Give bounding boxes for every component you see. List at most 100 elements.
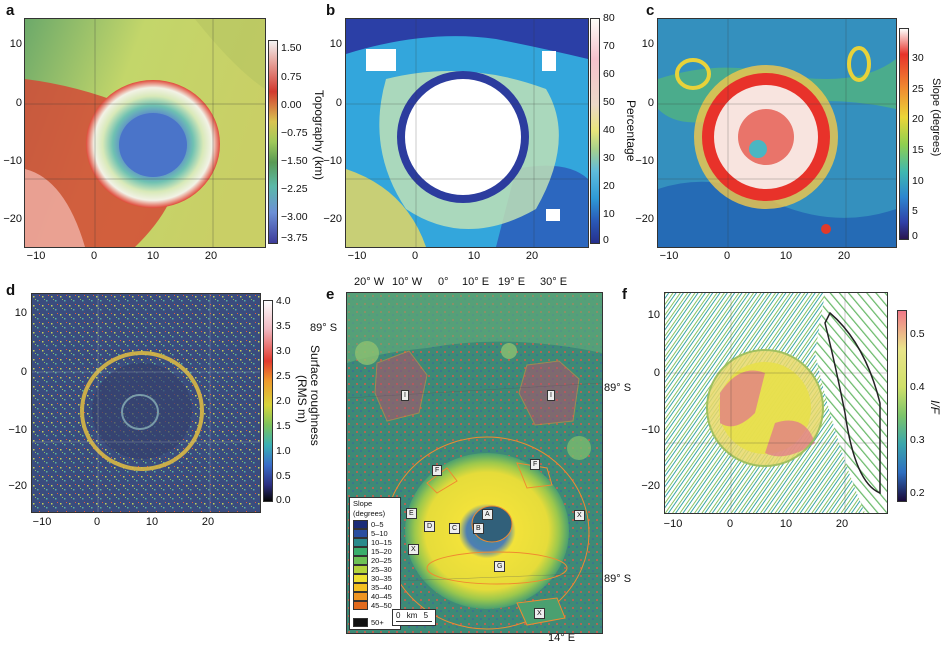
colorbar-tick: 10 <box>603 208 615 220</box>
x-tick: 20 <box>835 518 849 530</box>
region-label: D <box>424 521 436 532</box>
y-tick: −20 <box>641 480 660 492</box>
colorbar-tick: 0.4 <box>910 381 925 393</box>
legend-label: 10–15 <box>371 538 392 547</box>
longitude-label: 14° E <box>548 632 576 644</box>
legend-swatch <box>353 601 368 610</box>
colorbar-tick: 30 <box>603 152 615 164</box>
colorbar-title: Slope (degrees) <box>930 78 942 157</box>
y-tick: −20 <box>323 213 342 225</box>
slope-legend: Slope (degrees) 0–5 5–10 10–15 15–20 20–… <box>349 497 401 630</box>
legend-label: 0–5 <box>371 520 384 529</box>
x-tick: −10 <box>347 250 367 262</box>
x-tick: 10 <box>779 250 793 262</box>
region-label: X <box>534 608 545 619</box>
x-tick: 20 <box>201 516 215 528</box>
slope-map <box>657 18 897 248</box>
legend-swatch <box>353 565 368 574</box>
legend-label: 40–45 <box>371 592 392 601</box>
legend-entry: 25–30 <box>353 565 397 574</box>
y-tick: −20 <box>3 213 22 225</box>
region-label: X <box>574 510 585 521</box>
legend-swatch <box>353 556 368 565</box>
colorbar-tick: 1.5 <box>276 420 291 432</box>
region-label: F <box>432 465 443 476</box>
region-label: X <box>408 544 419 555</box>
legend-label: 5–10 <box>371 529 388 538</box>
legend-swatch <box>353 583 368 592</box>
x-tick: 0 <box>93 516 101 528</box>
panel-letter-c: c <box>646 2 655 19</box>
colorbar-tick: 0.0 <box>276 494 291 506</box>
colorbar-tick: 0.2 <box>910 487 925 499</box>
y-tick: −20 <box>8 480 27 492</box>
region-label: I <box>401 390 409 401</box>
colorbar-tick: 0 <box>912 230 918 242</box>
colorbar-tick: 20 <box>912 113 924 125</box>
longitude-label: 19° E <box>498 276 526 288</box>
colorbar-title: Surface roughness <box>308 345 322 446</box>
y-tick: 0 <box>653 367 660 379</box>
scale-unit: km <box>406 611 418 620</box>
legend-entry: 0–5 <box>353 520 397 529</box>
legend-entry: 10–15 <box>353 538 397 547</box>
colorbar-tick: 10 <box>912 175 924 187</box>
y-tick: −10 <box>635 155 654 167</box>
x-tick: 20 <box>837 250 851 262</box>
colorbar-tick: −3.00 <box>281 211 308 223</box>
colorbar-tick: 0.3 <box>910 434 925 446</box>
legend-entry: 50+ <box>353 618 397 627</box>
percentage-map <box>345 18 589 248</box>
legend-entry: 5–10 <box>353 529 397 538</box>
legend-swatch <box>353 529 368 538</box>
panel-letter-e: e <box>326 286 335 303</box>
legend-label: 45–50 <box>371 601 392 610</box>
legend-swatch <box>353 618 368 627</box>
legend-label: 35–40 <box>371 583 392 592</box>
x-tick: 10 <box>146 250 160 262</box>
topography-colorbar <box>268 40 278 244</box>
scale-five: 5 <box>423 611 429 620</box>
reflectance-colorbar <box>897 310 907 502</box>
legend-swatch <box>353 547 368 556</box>
x-tick: 10 <box>467 250 481 262</box>
colorbar-tick: 25 <box>912 83 924 95</box>
x-tick: 20 <box>204 250 218 262</box>
region-label: I <box>547 390 555 401</box>
legend-swatch <box>353 592 368 601</box>
colorbar-tick: 80 <box>603 12 615 24</box>
x-tick: 0 <box>726 518 734 530</box>
x-tick: −10 <box>32 516 52 528</box>
y-tick: 0 <box>20 366 27 378</box>
y-tick: −10 <box>641 424 660 436</box>
x-tick: −10 <box>659 250 679 262</box>
y-tick: 0 <box>335 97 342 109</box>
legend-swatch <box>353 538 368 547</box>
colorbar-tick: −1.50 <box>281 155 308 167</box>
colorbar-tick: 1.0 <box>276 445 291 457</box>
colorbar-title: I/F <box>928 400 942 414</box>
longitude-label: 20° W <box>354 276 385 288</box>
colorbar-tick: 0.75 <box>281 71 302 83</box>
x-tick: −10 <box>26 250 46 262</box>
y-tick: 10 <box>647 309 660 321</box>
legend-title-unit: (degrees) <box>353 509 386 518</box>
legend-swatch <box>353 520 368 529</box>
colorbar-tick: 0.5 <box>276 470 291 482</box>
y-tick: −20 <box>635 213 654 225</box>
scale-line <box>396 621 432 624</box>
slope-colorbar <box>899 28 909 240</box>
x-tick: 0 <box>411 250 419 262</box>
legend-swatch <box>353 574 368 583</box>
x-tick: 20 <box>525 250 539 262</box>
colorbar-tick: 3.5 <box>276 320 291 332</box>
legend-entry: 35–40 <box>353 583 397 592</box>
percentage-colorbar <box>590 18 600 244</box>
longitude-label: 10° W <box>392 276 423 288</box>
colorbar-tick: 60 <box>603 68 615 80</box>
longitude-label: 10° E <box>462 276 490 288</box>
latitude-label: 89° S <box>604 573 632 585</box>
colorbar-tick: 30 <box>912 52 924 64</box>
region-label: F <box>530 459 541 470</box>
longitude-label: 30° E <box>540 276 568 288</box>
